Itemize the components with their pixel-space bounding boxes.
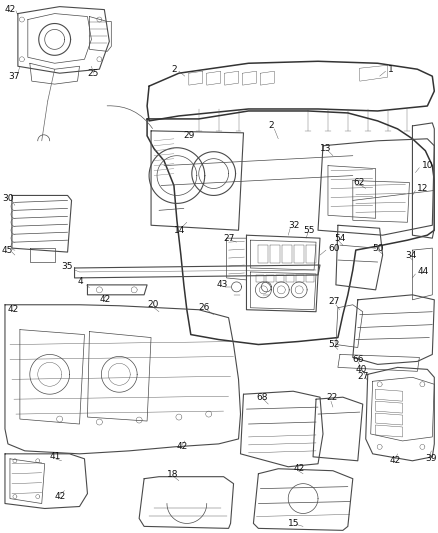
Text: 52: 52 (328, 340, 339, 349)
Text: 29: 29 (184, 131, 195, 140)
Text: 50: 50 (373, 244, 384, 253)
Text: 60: 60 (328, 244, 339, 253)
Text: 12: 12 (417, 184, 429, 193)
Text: 39: 39 (425, 454, 437, 463)
Text: 26: 26 (199, 303, 210, 312)
Text: 42: 42 (99, 295, 111, 304)
Text: 27: 27 (328, 297, 339, 306)
Text: 62: 62 (354, 178, 365, 187)
Text: 44: 44 (417, 268, 429, 277)
Text: 43: 43 (217, 280, 228, 289)
Text: 41: 41 (49, 453, 61, 462)
Text: 42: 42 (55, 492, 66, 501)
Text: 14: 14 (174, 225, 185, 235)
Text: 15: 15 (288, 519, 300, 528)
Text: 1: 1 (388, 64, 393, 74)
Text: 35: 35 (62, 262, 73, 271)
Text: 45: 45 (2, 246, 14, 255)
Text: 34: 34 (406, 251, 417, 260)
Text: 2: 2 (268, 122, 274, 131)
Text: 2: 2 (171, 64, 177, 74)
Text: 32: 32 (288, 221, 300, 230)
Text: 4: 4 (78, 277, 83, 286)
Text: 42: 42 (177, 442, 188, 451)
Text: 18: 18 (167, 470, 178, 479)
Text: 20: 20 (147, 300, 159, 309)
Text: 30: 30 (2, 194, 14, 203)
Text: 66: 66 (353, 355, 364, 364)
Text: 40: 40 (356, 365, 367, 374)
Text: 42: 42 (8, 305, 19, 314)
Text: 54: 54 (334, 233, 345, 243)
Text: 27: 27 (224, 233, 235, 243)
Text: 13: 13 (320, 144, 332, 153)
Text: 22: 22 (326, 393, 337, 402)
Text: 42: 42 (5, 5, 16, 14)
Text: 42: 42 (293, 464, 304, 473)
Text: 37: 37 (8, 71, 19, 80)
Text: 27: 27 (358, 372, 369, 381)
Text: 10: 10 (422, 161, 434, 170)
Text: 25: 25 (88, 69, 99, 78)
Text: 55: 55 (303, 225, 314, 235)
Text: 42: 42 (389, 456, 401, 465)
Text: 68: 68 (256, 393, 268, 402)
